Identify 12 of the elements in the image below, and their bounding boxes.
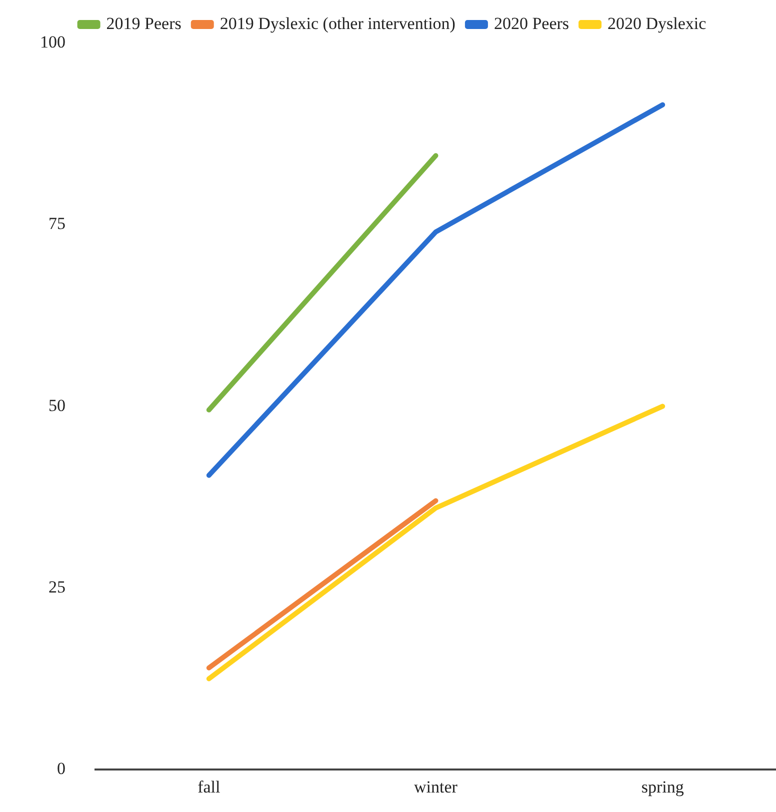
- y-tick-label: 75: [48, 214, 66, 234]
- legend-label: 2019 Dyslexic (other intervention): [220, 14, 456, 33]
- legend-label: 2019 Peers: [106, 14, 182, 33]
- y-tick-label: 100: [40, 32, 66, 52]
- legend-label: 2020 Peers: [494, 14, 570, 33]
- x-tick-label: winter: [414, 777, 458, 796]
- legend-label: 2020 Dyslexic: [608, 14, 707, 33]
- y-tick-label: 50: [48, 396, 66, 415]
- y-tick-label: 25: [48, 577, 66, 596]
- x-tick-label: fall: [198, 777, 221, 796]
- x-tick-label: spring: [641, 777, 684, 796]
- y-tick-label: 0: [57, 759, 66, 778]
